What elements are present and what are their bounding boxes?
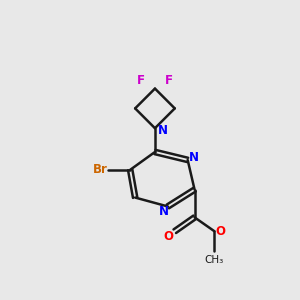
Text: N: N <box>159 205 169 218</box>
Text: F: F <box>165 74 173 87</box>
Text: Br: Br <box>93 163 108 176</box>
Text: CH₃: CH₃ <box>205 255 224 265</box>
Text: N: N <box>158 124 168 137</box>
Text: N: N <box>189 152 199 164</box>
Text: F: F <box>137 74 145 87</box>
Text: O: O <box>164 230 174 243</box>
Text: O: O <box>215 225 225 238</box>
